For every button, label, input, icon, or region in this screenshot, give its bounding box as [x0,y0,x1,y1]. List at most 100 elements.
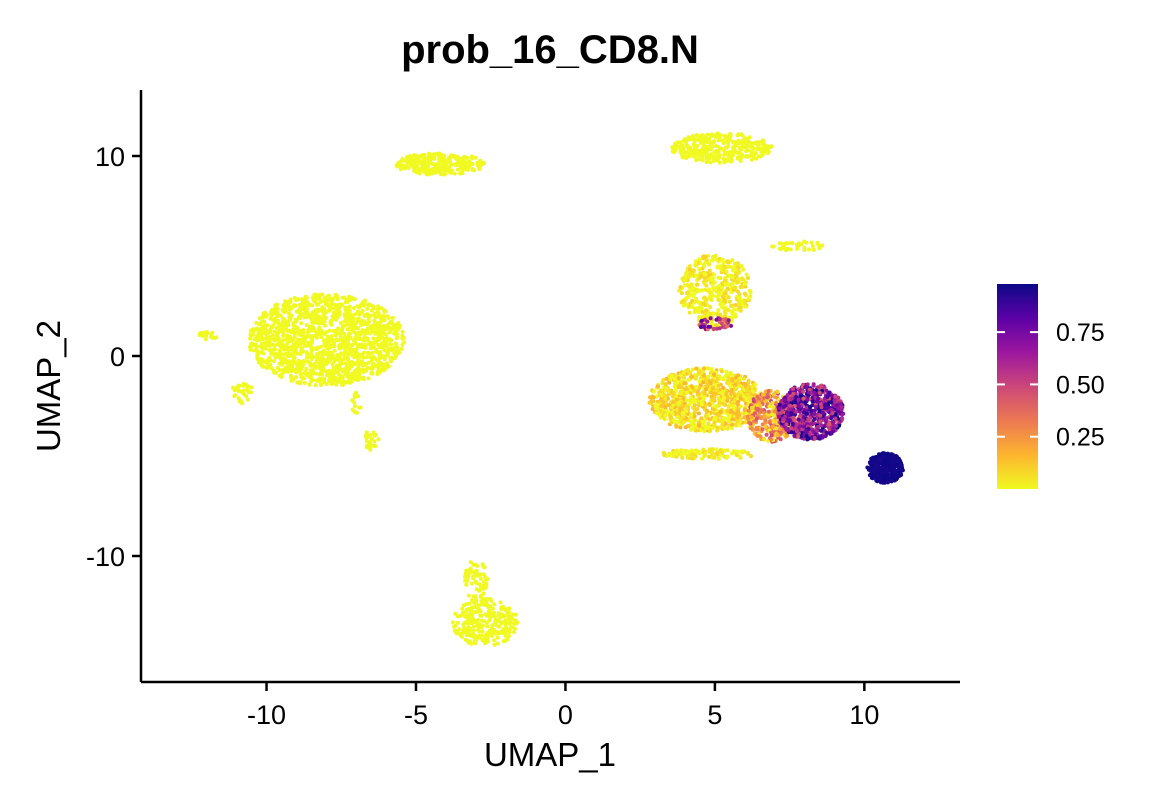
data-point [324,382,329,387]
data-point [731,449,736,454]
data-point [301,302,306,307]
data-point [369,371,374,376]
data-point [801,424,806,429]
data-point [256,328,261,332]
data-point [732,278,737,283]
data-point [712,139,717,144]
data-point [708,428,712,433]
data-point [766,146,771,151]
data-point [809,240,814,245]
data-point [772,409,777,414]
data-point [670,411,675,416]
data-point [840,412,845,417]
data-point [278,313,283,318]
data-point [713,404,718,409]
data-point [367,331,372,336]
data-point [692,139,697,144]
data-point [697,300,702,305]
data-point [714,317,719,322]
data-point [750,415,754,420]
data-point [680,276,685,281]
data-point [271,342,276,347]
data-point [713,135,718,139]
data-point [701,301,706,306]
data-point [372,311,377,316]
data-point [334,367,339,372]
data-point [709,367,714,372]
data-point [338,302,343,307]
data-point [276,337,281,342]
data-point [719,321,724,326]
data-point [324,340,329,345]
data-point [360,337,365,342]
data-point [413,156,418,161]
data-point [796,244,801,248]
data-point [353,404,357,409]
data-point [674,448,679,453]
data-point [385,314,390,319]
data-point [378,320,383,325]
data-point [292,303,296,308]
data-point [272,318,277,323]
data-point [695,449,700,454]
data-point [325,346,330,351]
data-point [679,143,684,148]
data-point [814,428,819,433]
data-point [432,155,437,160]
data-point [318,366,322,371]
data-point [687,267,692,272]
data-point [679,390,684,395]
data-point [740,449,745,454]
data-point [717,291,722,296]
data-point [409,155,414,160]
data-point [714,323,719,328]
data-point [342,312,347,317]
data-point [762,436,767,441]
data-point [739,156,744,160]
data-point [260,341,264,346]
data-point [710,386,715,391]
data-point [746,416,751,421]
data-point [812,417,817,421]
data-point [653,404,658,409]
data-point [317,325,322,330]
data-point [746,408,751,413]
data-point [895,458,900,463]
data-point [869,459,874,464]
data-point [430,162,435,166]
data-point [315,346,320,351]
data-point [451,162,456,167]
data-point [480,162,484,167]
data-point [400,156,405,161]
data-point [470,156,475,161]
data-point [367,326,371,331]
data-point [704,257,709,262]
data-point [791,415,795,420]
data-point [273,303,278,308]
data-point [294,298,299,302]
data-point [273,355,278,360]
data-point [343,346,348,351]
data-point [676,400,681,405]
data-point [685,144,690,149]
data-point [761,410,766,415]
data-point [324,301,329,306]
data-point [383,309,388,314]
data-point [702,429,707,434]
data-point [804,240,809,245]
data-point [689,374,694,379]
data-point [336,315,341,319]
data-point [246,397,250,402]
data-point [729,318,734,323]
data-point [805,397,810,402]
data-point [278,354,283,359]
data-point [708,447,713,452]
cluster-0 [248,292,406,388]
data-point [473,155,478,160]
data-point [658,409,663,414]
data-point [718,317,722,321]
data-point [799,242,804,247]
data-point [301,359,306,363]
data-point [730,303,735,308]
